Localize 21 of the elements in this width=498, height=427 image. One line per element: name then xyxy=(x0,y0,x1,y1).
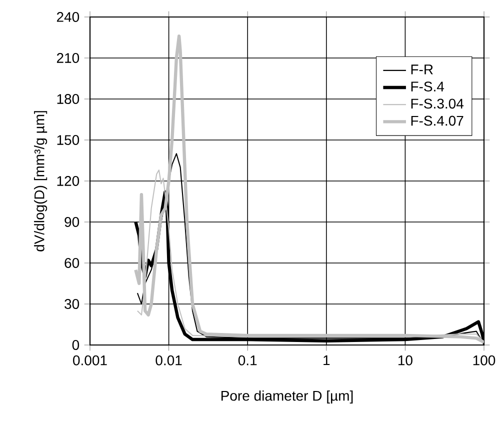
y-tick-label: 0 xyxy=(72,340,80,350)
y-tick-label: 180 xyxy=(57,94,80,104)
y-tick-label: 90 xyxy=(64,217,80,227)
legend-label: F-R xyxy=(411,64,433,74)
y-tick-label: 60 xyxy=(64,258,80,268)
x-tick-label: 100 xyxy=(473,355,496,366)
y-tick-label: 30 xyxy=(64,299,80,309)
x-tick-label: 0.001 xyxy=(73,355,107,366)
y-tick-label: 150 xyxy=(57,135,80,145)
legend-label: F-S.4.07 xyxy=(411,116,464,126)
legend-label: F-S.3.04 xyxy=(411,98,464,109)
y-tick-label: 120 xyxy=(57,176,80,186)
x-axis-title: Pore diameter D [µm] xyxy=(221,390,353,404)
legend-label: F-S.4 xyxy=(411,82,444,92)
y-tick-label: 240 xyxy=(56,12,80,22)
x-tick-label: 10 xyxy=(398,355,412,366)
x-tick-label: 0.1 xyxy=(238,355,257,366)
x-tick-label: 1 xyxy=(324,355,330,366)
y-axis-title: dV/dlog(D) [mm³/g µm] xyxy=(34,111,48,252)
y-tick-label: 210 xyxy=(56,53,80,63)
x-tick-label: 0.01 xyxy=(156,355,182,366)
